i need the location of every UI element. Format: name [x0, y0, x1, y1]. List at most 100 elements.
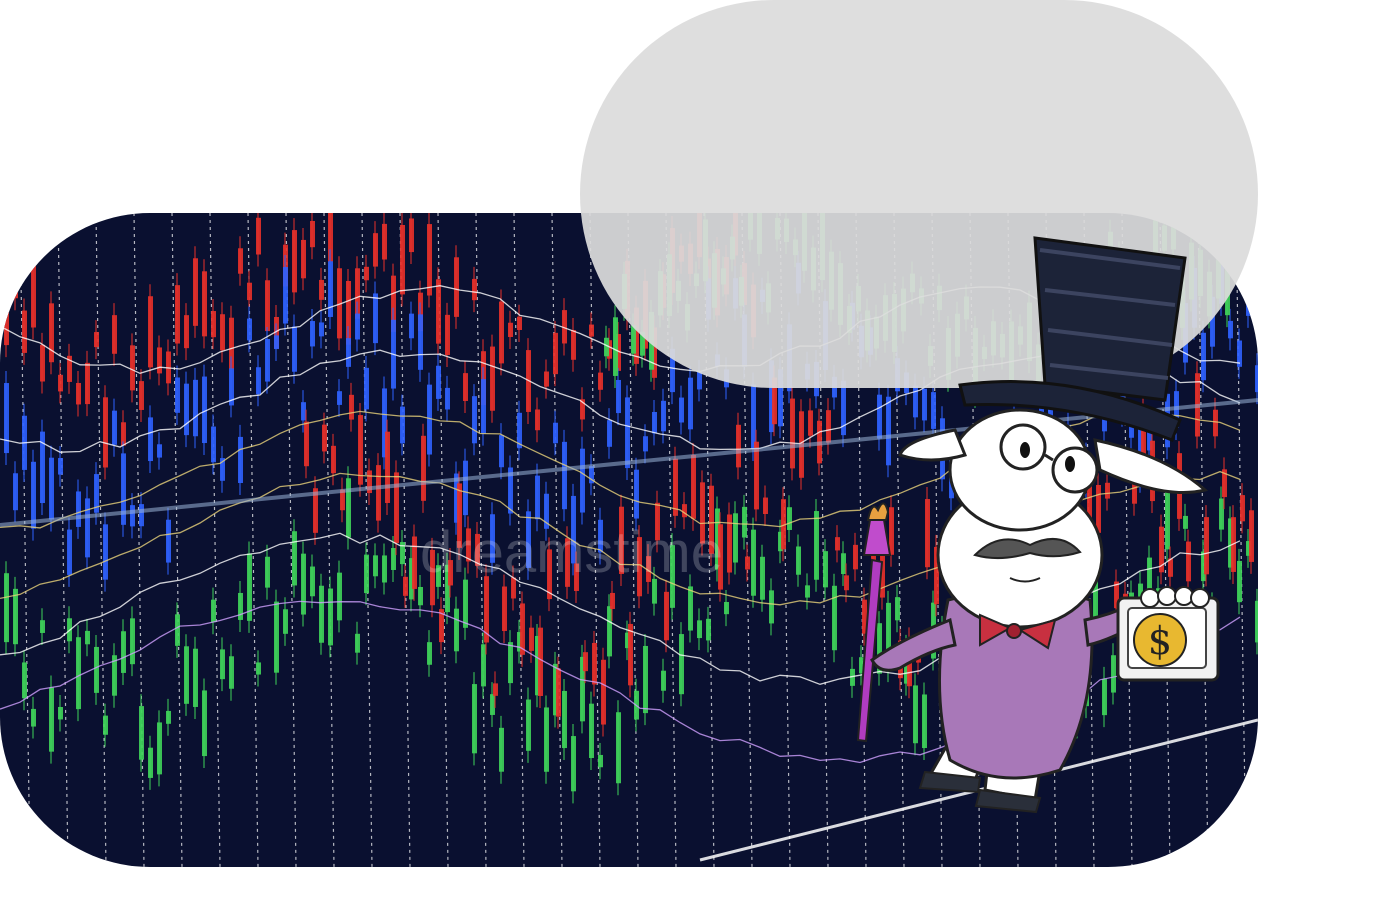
candle-body — [787, 507, 792, 530]
candle-body — [934, 546, 939, 605]
candle-body — [1186, 541, 1191, 582]
candle-body — [463, 373, 468, 401]
candle-body — [634, 469, 639, 519]
candle-body — [1204, 517, 1209, 575]
candle-body — [544, 371, 549, 387]
candle-body — [718, 524, 723, 590]
candle-body — [922, 388, 927, 421]
candle-body — [364, 266, 369, 281]
candle-body — [421, 435, 426, 501]
candle-body — [1228, 518, 1233, 568]
candle-body — [121, 631, 126, 673]
candle-body — [781, 499, 786, 550]
candle-body — [511, 577, 516, 599]
candle-body — [247, 282, 252, 301]
candle-body — [1147, 424, 1152, 451]
candle-body — [769, 590, 774, 624]
candle-body — [346, 280, 351, 345]
candle-body — [148, 417, 153, 462]
candle-body — [646, 556, 651, 582]
candle-body — [13, 473, 18, 511]
candle-body — [427, 642, 432, 665]
candle-body — [835, 537, 840, 551]
candle-body — [58, 706, 63, 720]
candle-body — [913, 385, 918, 418]
candle-body — [931, 392, 936, 429]
candle-body — [589, 324, 594, 337]
candle-body — [841, 553, 846, 575]
candle-body — [700, 482, 705, 544]
candle-body — [103, 524, 108, 580]
dollar-sign-icon: $ — [1116, 586, 1220, 682]
candle-body — [256, 217, 261, 255]
candle-body — [76, 491, 81, 527]
candle-body — [13, 588, 18, 645]
candle-body — [643, 436, 648, 452]
candle-body — [349, 394, 354, 420]
candle-body — [490, 514, 495, 563]
candle-body — [4, 383, 9, 454]
candle-body — [448, 560, 453, 586]
candle-body — [301, 553, 306, 615]
candle-body — [778, 369, 783, 427]
candle-body — [517, 316, 522, 330]
candle-body — [130, 505, 135, 527]
candle-body — [1138, 420, 1143, 481]
candle-body — [652, 578, 657, 604]
candle-body — [1210, 296, 1215, 347]
candle-body — [625, 632, 630, 649]
candle-body — [670, 545, 675, 608]
candle-body — [655, 502, 660, 541]
candle-body — [67, 355, 72, 382]
money-sign-text: $ — [1148, 619, 1172, 663]
candle-body — [682, 504, 687, 518]
candle-body — [112, 315, 117, 354]
candle-body — [574, 563, 579, 592]
candle-body — [220, 314, 225, 351]
candle-body — [112, 410, 117, 445]
candle-body — [238, 248, 243, 274]
candle-body — [175, 285, 180, 344]
candle-body — [40, 620, 45, 633]
candle-body — [640, 331, 645, 356]
candle-body — [484, 576, 489, 643]
candle-body — [103, 397, 108, 468]
candle-body — [826, 410, 831, 443]
candle-body — [292, 326, 297, 372]
candle-body — [457, 483, 462, 548]
candle-body — [661, 670, 666, 691]
candle-body — [508, 642, 513, 684]
candle-body — [562, 310, 567, 344]
candle-body — [193, 379, 198, 437]
candle-body — [583, 652, 588, 672]
candle-body — [4, 573, 9, 643]
candle-body — [391, 548, 396, 570]
candle-body — [49, 457, 54, 520]
candle-body — [1111, 655, 1116, 693]
candle-body — [394, 472, 399, 544]
candle-body — [1255, 365, 1258, 393]
candle-body — [292, 531, 297, 586]
candle-body — [76, 382, 81, 405]
candle-body — [49, 687, 54, 752]
candle-body — [733, 513, 738, 563]
candle-body — [850, 668, 855, 686]
candle-body — [481, 644, 486, 687]
candle-body — [31, 262, 36, 328]
candle-body — [148, 747, 153, 778]
candle-body — [283, 267, 288, 324]
top-hat-icon — [958, 236, 1187, 442]
candle-body — [562, 690, 567, 749]
candle-body — [508, 467, 513, 514]
candle-body — [202, 376, 207, 444]
candle-body — [436, 565, 441, 587]
candle-body — [274, 335, 279, 350]
candle-body — [94, 646, 99, 693]
candle-body — [166, 519, 171, 563]
candle-body — [355, 633, 360, 653]
candle-body — [754, 441, 759, 510]
candle-body — [229, 368, 234, 406]
candle-body — [382, 555, 387, 583]
candle-body — [637, 537, 642, 597]
candle-body — [466, 528, 471, 562]
